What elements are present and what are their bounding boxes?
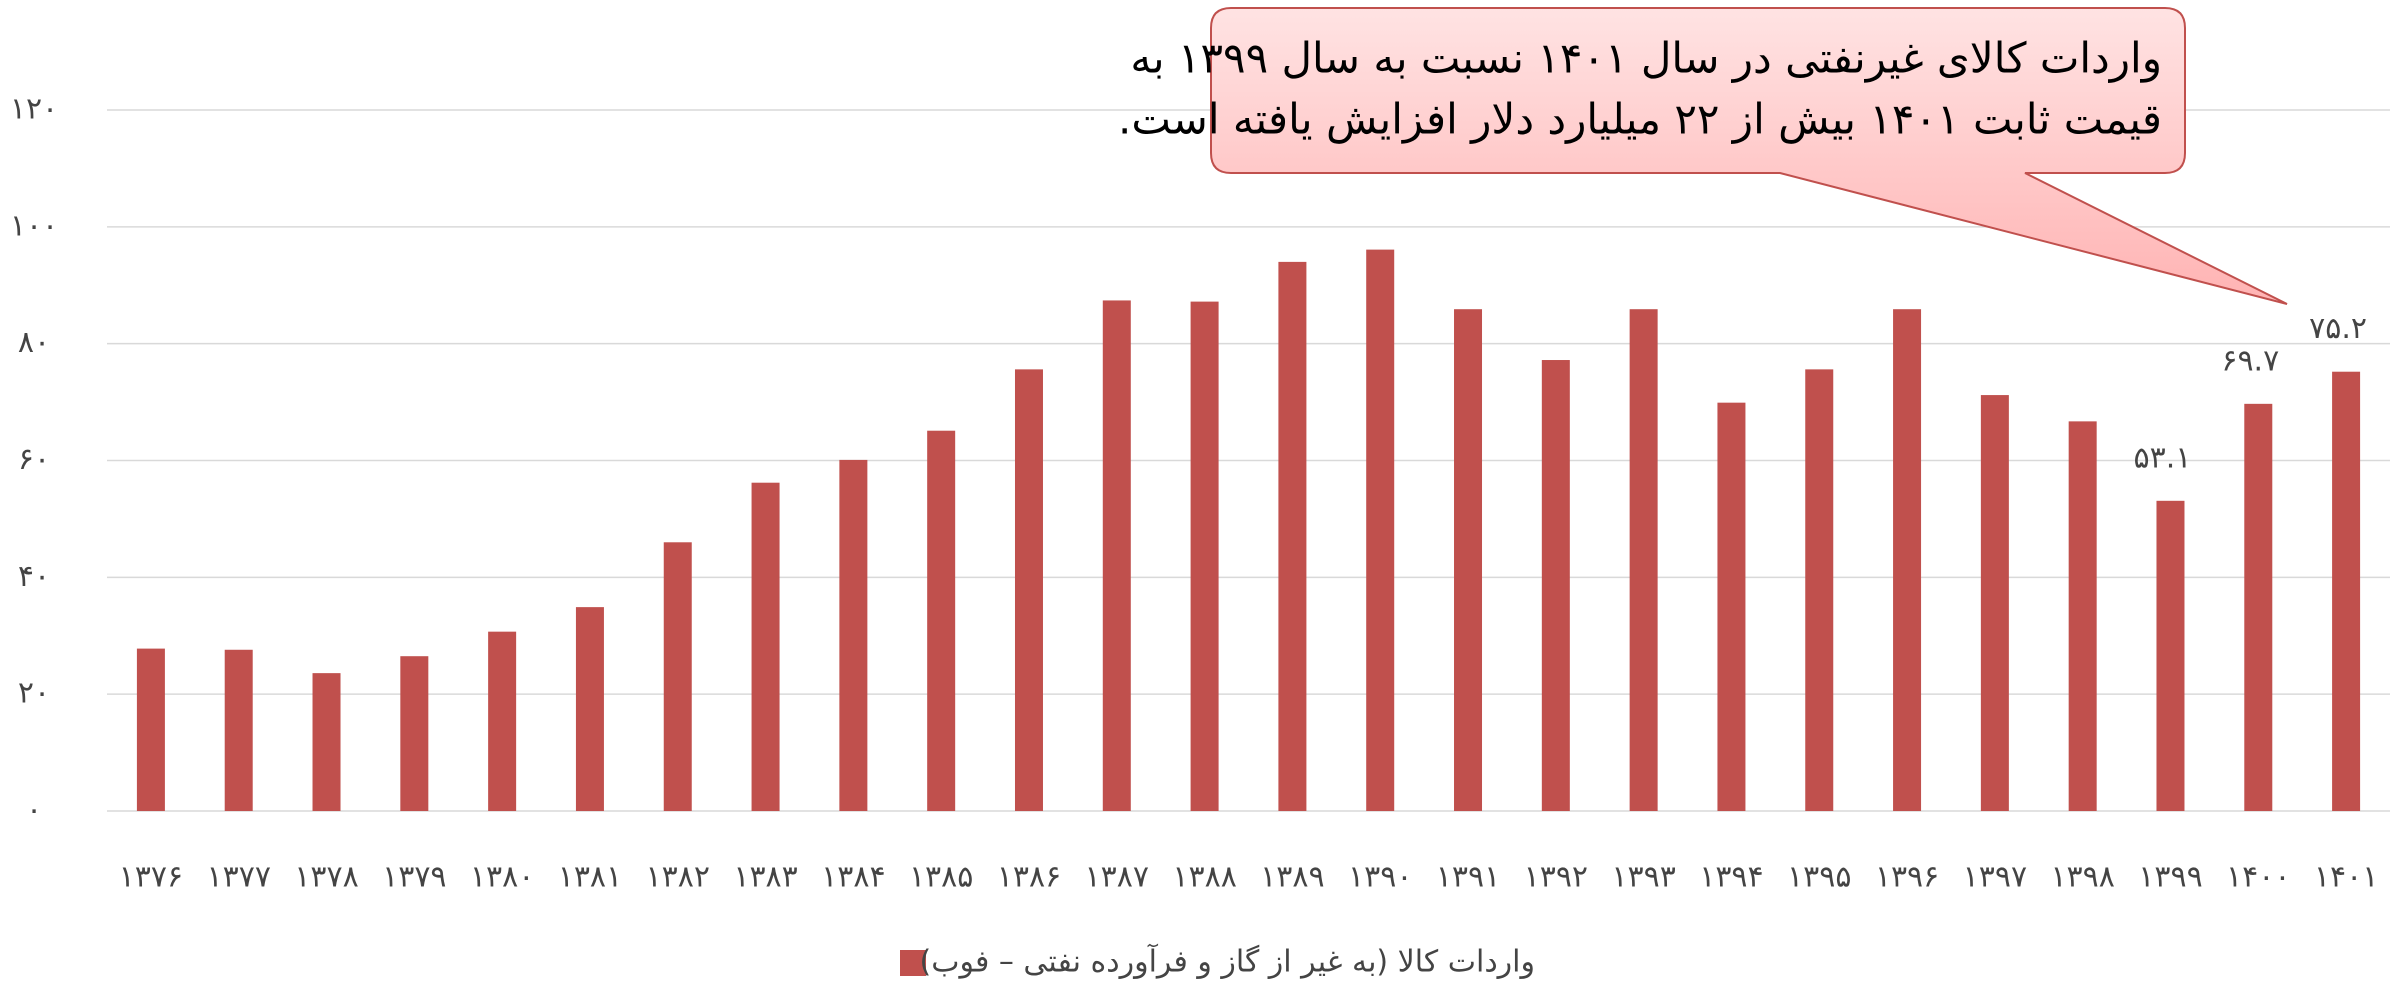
- bar: [751, 482, 780, 811]
- bar: [488, 631, 517, 811]
- x-tick-label: ۱۳۹۹: [2138, 860, 2202, 895]
- x-tick-label: ۱۳۷۹: [382, 860, 446, 895]
- x-tick-label: ۱۳۸۵: [909, 860, 973, 895]
- bar: [1190, 301, 1219, 811]
- x-tick-label: ۱۳۸۴: [821, 860, 885, 895]
- bar: [1102, 300, 1131, 811]
- bar: [1014, 369, 1043, 811]
- x-tick-label: ۱۴۰۱: [2314, 860, 2378, 895]
- x-tick-label: ۱۳۹۱: [1436, 860, 1500, 895]
- x-tick-label: ۱۳۸۶: [997, 860, 1061, 895]
- bar: [575, 607, 604, 811]
- bar: [1717, 402, 1746, 811]
- annotation: قیمت ثابت ۱۴۰۱ بیش از ۲۲ میلیارد دلار اف…: [1118, 95, 2162, 144]
- bar: [224, 649, 253, 811]
- data-label: ۵۳.۱: [2134, 440, 2192, 475]
- bar: [2068, 421, 2097, 811]
- bar: [927, 430, 956, 811]
- legend-swatch: [900, 950, 926, 976]
- x-tick-label: ۱۳۷۶: [119, 860, 183, 895]
- x-tick-label: ۱۴۰۰: [2226, 860, 2290, 895]
- y-tick-label: ۸۰: [18, 325, 50, 360]
- plot: ۰ ۲۰ ۴۰ ۶۰ ۸۰ ۱۰۰ ۱۲۰ ۱۳۷۶ ۱۳۷۷ ۱۳۷۸ ۱۳۷۹ ۱۳۸۰ ۱۳۸۱ ۱…: [10, 92, 2390, 895]
- x-tick-label: ۱۳۸۲: [646, 860, 710, 895]
- x-tick-label: ۱۳۷۷: [206, 860, 270, 895]
- bar: [1541, 360, 1570, 811]
- bar: [1805, 369, 1834, 811]
- x-tick-label: ۱۳۹۳: [1611, 860, 1675, 895]
- bar: [2332, 371, 2361, 811]
- bar: [136, 648, 165, 811]
- y-tick-label: ۰: [26, 793, 42, 828]
- bar: [663, 542, 692, 811]
- x-tick-label: ۱۳۹۰: [1348, 860, 1412, 895]
- bar: [2244, 403, 2273, 811]
- y-tick-label: ۱۲۰: [10, 92, 58, 127]
- y-tick-label: ۱۰۰: [10, 208, 58, 243]
- data-label: ۶۹.۷: [2221, 343, 2279, 378]
- x-tick-label: ۱۳۸۰: [470, 860, 534, 895]
- bar: [1629, 309, 1658, 811]
- x-tick-label: ۱۳۸۳: [733, 860, 797, 895]
- x-tick-label: ۱۳۹۷: [1963, 860, 2027, 895]
- y-tick-label: ۴۰: [18, 559, 50, 594]
- bar: [1893, 309, 1922, 811]
- x-tick-label: ۱۳۹۸: [2050, 860, 2114, 895]
- x-tick-label: ۱۳۸۱: [558, 860, 622, 895]
- bar: [312, 673, 341, 811]
- annotation: واردات کالای غیرنفتی در سال ۱۴۰۱ نسبت به…: [1130, 34, 2162, 83]
- legend-label: واردات کالا (به غیر از گاز و فرآورده نفت…: [920, 944, 1535, 980]
- x-tick-label: ۱۳۸۸: [1172, 860, 1236, 895]
- y-tick-label: ۲۰: [18, 676, 50, 711]
- x-tick-label: ۱۳۹۲: [1524, 860, 1588, 895]
- bar: [1278, 261, 1307, 812]
- x-tick-label: ۱۳۸۷: [1085, 860, 1149, 895]
- x-tick-label: ۱۳۷۸: [294, 860, 358, 895]
- bar: [1454, 309, 1483, 811]
- x-tick-label: ۱۳۹۴: [1699, 860, 1763, 895]
- data-label: ۷۵.۲: [2309, 311, 2367, 346]
- bar: [1980, 395, 2009, 811]
- x-tick-label: ۱۳۸۹: [1260, 860, 1324, 895]
- callout: [1210, 7, 2288, 305]
- bar: [1366, 249, 1395, 811]
- y-tick-label: ۶۰: [18, 442, 50, 477]
- bar: [400, 656, 429, 811]
- x-tick-label: ۱۳۹۵: [1787, 860, 1851, 895]
- bar: [2156, 500, 2185, 811]
- bar: [839, 459, 868, 811]
- x-tick-label: ۱۳۹۶: [1875, 860, 1939, 895]
